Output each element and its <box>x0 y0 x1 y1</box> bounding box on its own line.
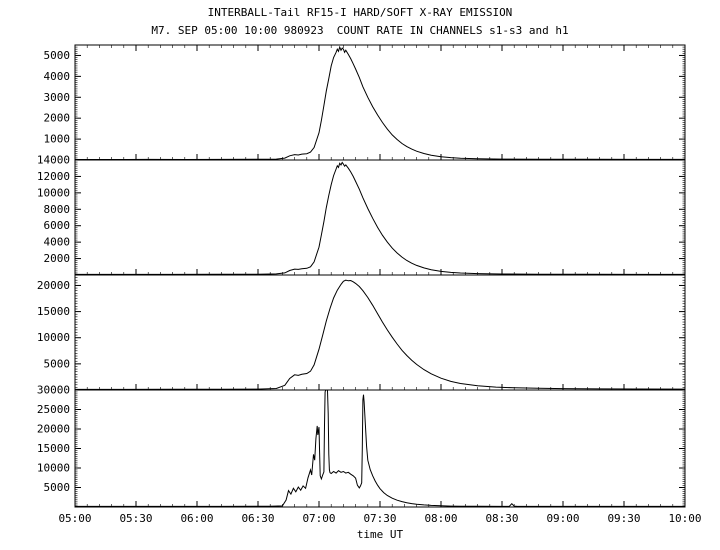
y-tick-label: 2000 <box>44 112 71 125</box>
x-tick-label: 08:00 <box>424 512 457 525</box>
x-tick-label: 09:30 <box>607 512 640 525</box>
y-tick-label: 5000 <box>44 49 71 62</box>
panel-h1-frame <box>74 389 686 508</box>
y-tick-label: 6000 <box>44 219 71 232</box>
y-tick-label: 15000 <box>37 305 70 318</box>
y-tick-label: 2000 <box>44 252 71 265</box>
panel-s3-frame <box>74 274 686 391</box>
y-tick-label: 30000 <box>37 384 70 397</box>
y-tick-label: 15000 <box>37 442 70 455</box>
chart-subtitle: M7. SEP 05:00 10:00 980923 COUNT RATE IN… <box>151 24 569 37</box>
y-tick-label: 5000 <box>44 357 71 370</box>
y-tick-label: 8000 <box>44 203 71 216</box>
y-tick-label: 25000 <box>37 403 70 416</box>
x-tick-label: 10:00 <box>668 512 701 525</box>
y-tick-label: 1000 <box>44 133 71 146</box>
y-tick-label: 20000 <box>37 423 70 436</box>
trace-h1 <box>75 389 685 507</box>
x-tick-label: 08:30 <box>485 512 518 525</box>
y-tick-label: 20000 <box>37 279 70 292</box>
y-tick-label: 12000 <box>37 170 70 183</box>
y-tick-label: 10000 <box>37 462 70 475</box>
y-tick-label: 3000 <box>44 91 71 104</box>
trace-s1 <box>75 45 685 161</box>
x-tick-label: 05:30 <box>119 512 152 525</box>
x-tick-label: 07:00 <box>302 512 335 525</box>
x-axis-label: time UT <box>356 528 404 541</box>
y-tick-label: 4000 <box>44 70 71 83</box>
panel-s2-frame <box>74 159 686 276</box>
trace-s2 <box>75 161 685 275</box>
x-tick-label: 09:00 <box>546 512 579 525</box>
y-tick-label: 10000 <box>37 331 70 344</box>
y-tick-label: 10000 <box>37 186 70 199</box>
panel-s1-frame <box>74 44 686 161</box>
x-tick-label: 05:00 <box>58 512 91 525</box>
y-tick-label: 4000 <box>44 236 71 249</box>
x-tick-label: 07:30 <box>363 512 396 525</box>
trace-s3 <box>75 279 686 390</box>
x-tick-label: 06:00 <box>180 512 213 525</box>
chart-title: INTERBALL-Tail RF15-I HARD/SOFT X-RAY EM… <box>207 6 513 19</box>
y-tick-label: 14000 <box>37 154 70 167</box>
y-tick-label: 5000 <box>44 481 71 494</box>
x-tick-label: 06:30 <box>241 512 274 525</box>
